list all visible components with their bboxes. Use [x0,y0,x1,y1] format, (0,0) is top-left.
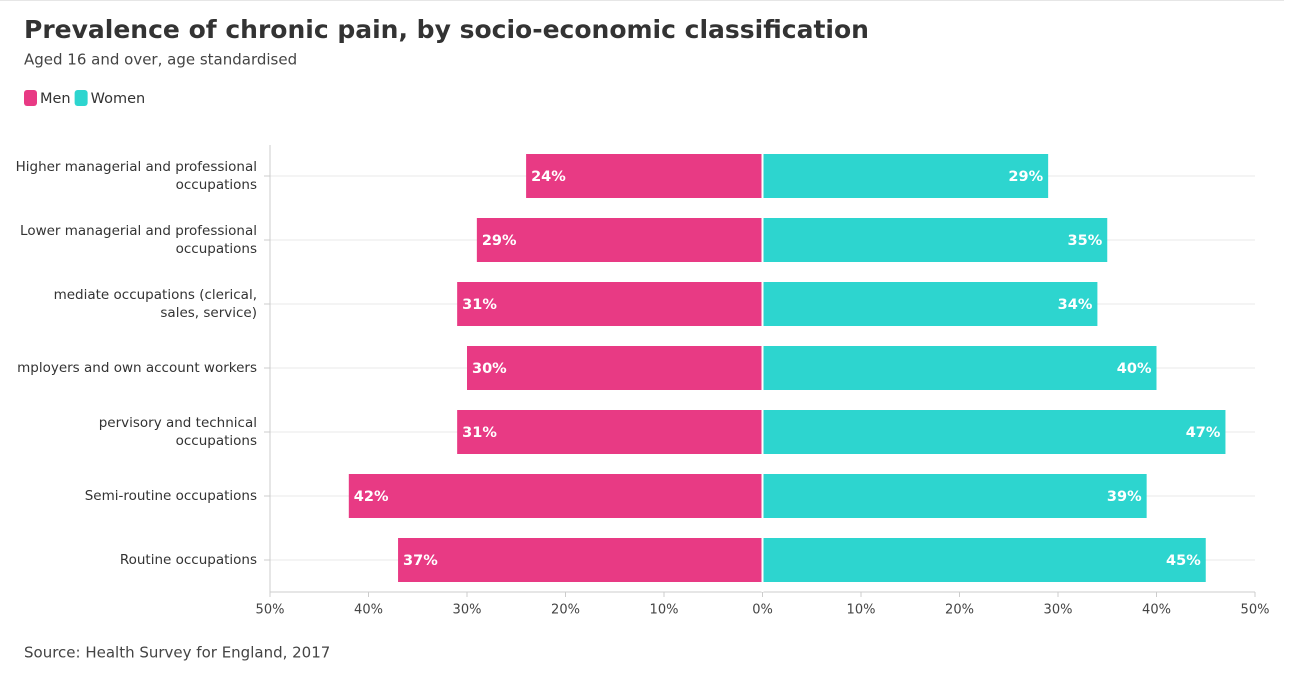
value-label: 30% [472,361,507,377]
value-label: 42% [354,489,389,505]
bar [762,538,1206,582]
bar [467,346,763,390]
chart-subtitle: Aged 16 and over, age standardised [24,51,297,69]
bar [348,474,763,518]
bar [762,282,1098,326]
bar [762,154,1049,198]
category-label: mediate occupations (clerical, sales, se… [53,287,257,321]
value-label: 31% [462,425,497,441]
x-tick-label: 50% [256,603,285,618]
bar [457,282,763,326]
value-label: 34% [1058,297,1093,313]
value-label: 29% [1008,169,1043,185]
x-tick-label: 30% [453,603,482,618]
value-label: 37% [403,553,438,569]
bar [762,218,1108,262]
x-tick-label: 10% [847,603,876,618]
bar [526,154,763,198]
bar [762,346,1157,390]
value-label: 29% [482,233,517,249]
value-label: 31% [462,297,497,313]
chart-title: Prevalence of chronic pain, by socio-eco… [24,15,869,44]
bar [398,538,763,582]
x-tick-label: 30% [1044,603,1073,618]
category-label: Higher managerial and professional occup… [15,159,257,193]
legend-swatch [24,90,37,106]
category-label: Semi-routine occupations [84,488,257,504]
value-label: 24% [531,169,566,185]
x-tick-label: 40% [1142,603,1171,618]
value-label: 45% [1166,553,1201,569]
bar [762,474,1147,518]
x-tick-label: 50% [1241,603,1270,618]
bar [762,410,1226,454]
source-note: Source: Health Survey for England, 2017 [24,644,330,662]
legend-swatch [74,90,88,106]
value-label: 47% [1186,425,1221,441]
category-label: pervisory and technical occupations [98,415,257,449]
legend-label: Women [91,91,146,107]
category-label: mployers and own account workers [17,360,257,376]
value-label: 40% [1117,361,1152,377]
category-label: Routine occupations [119,552,257,568]
x-tick-label: 10% [650,603,679,618]
x-tick-label: 0% [752,603,773,618]
value-label: 35% [1068,233,1103,249]
x-tick-label: 40% [354,603,383,618]
value-label: 39% [1107,489,1142,505]
bar [457,410,763,454]
x-tick-label: 20% [945,603,974,618]
bar [476,218,763,262]
legend-label: Men [40,91,71,107]
category-label: Lower managerial and professional occupa… [20,223,257,257]
x-tick-label: 20% [551,603,580,618]
